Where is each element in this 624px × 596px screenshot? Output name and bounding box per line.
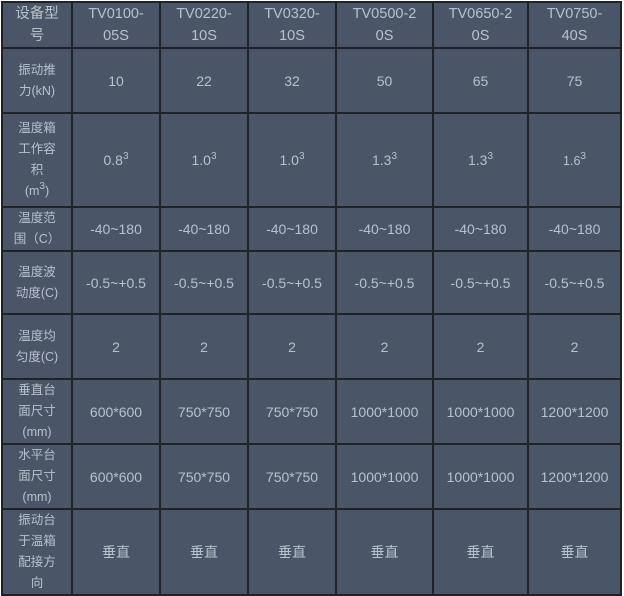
value-base: 0.8 <box>103 152 123 168</box>
row-label-text: 垂直台面尺寸(mm) <box>18 383 56 439</box>
value-cell: 垂直 <box>159 508 249 596</box>
row-unit: (m <box>24 184 40 198</box>
value-sup: 3 <box>487 151 494 162</box>
row-label: 垂直台面尺寸(mm) <box>1 378 73 445</box>
value-cell: -40~180 <box>432 206 529 252</box>
value-sup: 3 <box>298 151 305 162</box>
row-unit-end: ) <box>44 184 50 198</box>
row-label-text: 温度范围（C） <box>13 211 61 246</box>
value-cell: 1.03 <box>247 112 337 208</box>
row-label-text: 温度均匀度(C) <box>15 328 59 364</box>
row-label-text: 温度箱工作容积 <box>18 121 56 177</box>
table-row: 温度范围（C） -40~180 -40~180 -40~180 -40~180 -40~1… <box>1 206 622 252</box>
row-label-text: 振动推力(kN) <box>18 62 56 98</box>
value-cell: 垂直 <box>432 508 529 596</box>
model-header: TV0500-20S <box>335 1 434 49</box>
row-label: 温度均匀度(C) <box>1 313 73 380</box>
value-cell: 垂直 <box>71 508 161 596</box>
header-label: 设备型号 <box>1 1 73 49</box>
value-cell: 600*600 <box>71 443 161 510</box>
value-sup: 3 <box>580 150 586 162</box>
value-cell: 1000*1000 <box>432 443 529 510</box>
value-cell: 65 <box>432 47 529 114</box>
value-cell: -0.5~+0.5 <box>527 250 622 315</box>
value-cell: 750*750 <box>247 443 337 510</box>
value-cell: 1200*1200 <box>527 443 622 510</box>
table-row: 温度波动度(C) -0.5~+0.5 -0.5~+0.5 -0.5~+0.5 -0.5~… <box>1 250 622 315</box>
value-cell: 垂直 <box>527 508 622 596</box>
value-cell: -40~180 <box>527 206 622 252</box>
row-label-text: 温度波动度(C) <box>15 264 59 300</box>
row-label: 振动推力(kN) <box>1 47 73 114</box>
value-cell: 1000*1000 <box>432 378 529 445</box>
value-cell: 75 <box>527 47 622 114</box>
row-label: 温度波动度(C) <box>1 250 73 315</box>
model-header: TV0100-05S <box>71 1 161 49</box>
header-row: 设备型号 TV0100-05S TV0220-10S TV0320-10S TV0500… <box>1 1 622 49</box>
row-label: 振动台于温箱配接方向 <box>1 508 73 596</box>
value-cell: 1.33 <box>432 112 529 208</box>
value-cell: 1.33 <box>335 112 434 208</box>
value-cell: 2 <box>159 313 249 380</box>
value-cell: -40~180 <box>159 206 249 252</box>
table-row: 水平台面尺寸(mm) 600*600 750*750 750*750 1000*1000… <box>1 443 622 510</box>
value-cell: -0.5~+0.5 <box>335 250 434 315</box>
model-header: TV0220-10S <box>159 1 249 49</box>
value-base: 1.6 <box>563 153 581 168</box>
value-cell: 1.03 <box>159 112 249 208</box>
value-cell: 垂直 <box>335 508 434 596</box>
value-cell: -0.5~+0.5 <box>159 250 249 315</box>
value-cell: 1000*1000 <box>335 443 434 510</box>
row-unit-sup: 3 <box>39 181 45 192</box>
value-sup: 3 <box>210 151 217 162</box>
value-base: 1.0 <box>191 152 211 168</box>
value-cell: 2 <box>335 313 434 380</box>
value-cell: -0.5~+0.5 <box>71 250 161 315</box>
value-cell: -40~180 <box>247 206 337 252</box>
table-row: 温度均匀度(C) 2 2 2 2 2 2 <box>1 313 622 380</box>
value-cell: 32 <box>247 47 337 114</box>
value-cell: 2 <box>432 313 529 380</box>
value-cell: 2 <box>247 313 337 380</box>
value-sup: 3 <box>122 151 129 162</box>
value-cell: 1200*1200 <box>527 378 622 445</box>
value-cell: 0.83 <box>71 112 161 208</box>
value-cell: 50 <box>335 47 434 114</box>
value-base: 1.3 <box>371 152 392 168</box>
value-cell: 600*600 <box>71 378 161 445</box>
row-label-text: 水平台面尺寸(mm) <box>18 448 56 504</box>
value-cell: 2 <box>527 313 622 380</box>
value-base: 1.3 <box>467 152 488 168</box>
value-cell: 750*750 <box>159 443 249 510</box>
value-base: 1.0 <box>279 152 299 168</box>
row-label: 水平台面尺寸(mm) <box>1 443 73 510</box>
value-cell: 2 <box>71 313 161 380</box>
row-label: 温度范围（C） <box>1 206 73 252</box>
value-cell: 1000*1000 <box>335 378 434 445</box>
model-header: TV0750-40S <box>527 1 622 49</box>
value-cell: 1.63 <box>527 112 622 208</box>
value-cell: 750*750 <box>247 378 337 445</box>
model-header: TV0320-10S <box>247 1 337 49</box>
table-row: 垂直台面尺寸(mm) 600*600 750*750 750*750 1000*1000… <box>1 378 622 445</box>
value-cell: 10 <box>71 47 161 114</box>
row-label-text: 振动台于温箱配接方向 <box>18 513 56 590</box>
model-header: TV0650-20S <box>432 1 529 49</box>
value-cell: -40~180 <box>71 206 161 252</box>
value-cell: -0.5~+0.5 <box>432 250 529 315</box>
row-label: 温度箱工作容积 (m3) <box>1 112 73 208</box>
value-cell: 22 <box>159 47 249 114</box>
value-cell: 垂直 <box>247 508 337 596</box>
value-sup: 3 <box>391 151 398 162</box>
value-cell: 750*750 <box>159 378 249 445</box>
table-row: 温度箱工作容积 (m3) 0.83 1.03 1.03 1.33 1.33 1.63 <box>1 112 622 208</box>
value-cell: -40~180 <box>335 206 434 252</box>
value-cell: -0.5~+0.5 <box>247 250 337 315</box>
table-row: 振动推力(kN) 10 22 32 50 65 75 <box>1 47 622 114</box>
table-row: 振动台于温箱配接方向 垂直 垂直 垂直 垂直 垂直 垂直 <box>1 508 622 596</box>
